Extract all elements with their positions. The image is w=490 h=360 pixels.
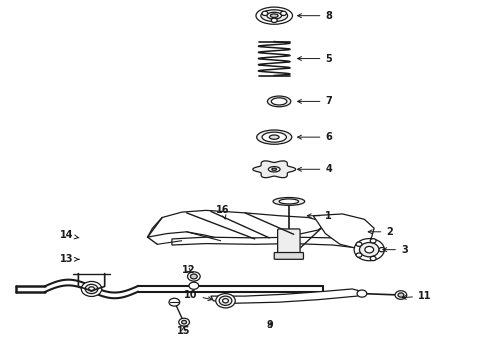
- Circle shape: [271, 18, 277, 22]
- Circle shape: [169, 298, 180, 306]
- Circle shape: [370, 239, 376, 243]
- Ellipse shape: [271, 98, 287, 105]
- Circle shape: [370, 256, 376, 261]
- Circle shape: [379, 248, 385, 252]
- Polygon shape: [211, 289, 362, 303]
- Ellipse shape: [219, 296, 232, 305]
- Circle shape: [191, 274, 197, 279]
- Text: 9: 9: [267, 320, 274, 330]
- Ellipse shape: [267, 12, 282, 19]
- Ellipse shape: [85, 284, 98, 294]
- Polygon shape: [253, 161, 295, 178]
- FancyBboxPatch shape: [278, 229, 300, 258]
- Text: 12: 12: [182, 265, 195, 275]
- Ellipse shape: [216, 294, 235, 308]
- Circle shape: [262, 11, 268, 15]
- Circle shape: [182, 320, 187, 324]
- Circle shape: [189, 282, 199, 289]
- Ellipse shape: [89, 287, 95, 291]
- Ellipse shape: [256, 7, 293, 24]
- Ellipse shape: [360, 243, 379, 257]
- Ellipse shape: [279, 199, 298, 204]
- Polygon shape: [172, 237, 357, 248]
- Circle shape: [395, 291, 407, 299]
- Ellipse shape: [81, 282, 102, 296]
- Text: 8: 8: [297, 11, 332, 21]
- Text: 2: 2: [368, 227, 393, 237]
- Ellipse shape: [270, 14, 278, 18]
- Text: 13: 13: [60, 254, 79, 264]
- Ellipse shape: [222, 298, 228, 303]
- Text: 14: 14: [60, 230, 79, 240]
- Circle shape: [356, 253, 362, 257]
- Ellipse shape: [272, 168, 277, 170]
- Ellipse shape: [257, 130, 292, 144]
- Circle shape: [281, 11, 287, 15]
- Ellipse shape: [261, 10, 288, 22]
- Text: 11: 11: [402, 291, 432, 301]
- Ellipse shape: [269, 167, 280, 172]
- Ellipse shape: [262, 132, 287, 142]
- Text: 7: 7: [297, 96, 332, 107]
- Text: 1: 1: [307, 211, 332, 221]
- Polygon shape: [147, 210, 328, 242]
- Polygon shape: [313, 214, 374, 248]
- Circle shape: [179, 318, 190, 326]
- Text: 5: 5: [297, 54, 332, 64]
- Text: 3: 3: [383, 245, 408, 255]
- Ellipse shape: [268, 96, 291, 107]
- Ellipse shape: [365, 247, 374, 253]
- Text: 10: 10: [184, 290, 212, 301]
- Text: 6: 6: [297, 132, 332, 142]
- Ellipse shape: [354, 239, 384, 261]
- Ellipse shape: [273, 198, 305, 205]
- Circle shape: [356, 242, 362, 246]
- FancyBboxPatch shape: [274, 252, 303, 259]
- Text: 4: 4: [297, 164, 332, 174]
- Ellipse shape: [270, 135, 279, 139]
- Circle shape: [188, 272, 200, 281]
- Circle shape: [398, 293, 404, 297]
- Text: 16: 16: [216, 205, 229, 219]
- Text: 15: 15: [177, 326, 190, 336]
- Circle shape: [357, 290, 367, 297]
